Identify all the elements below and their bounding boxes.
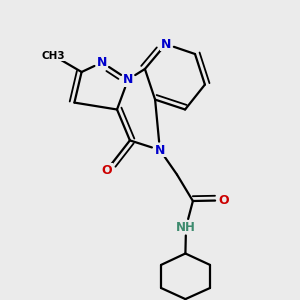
Text: O: O [218,194,229,207]
Text: CH3: CH3 [42,50,65,61]
Text: O: O [101,164,112,177]
Text: N: N [123,73,133,86]
Text: N: N [97,56,107,69]
Text: N: N [161,38,171,51]
Text: N: N [155,143,165,157]
Text: NH: NH [176,220,196,234]
